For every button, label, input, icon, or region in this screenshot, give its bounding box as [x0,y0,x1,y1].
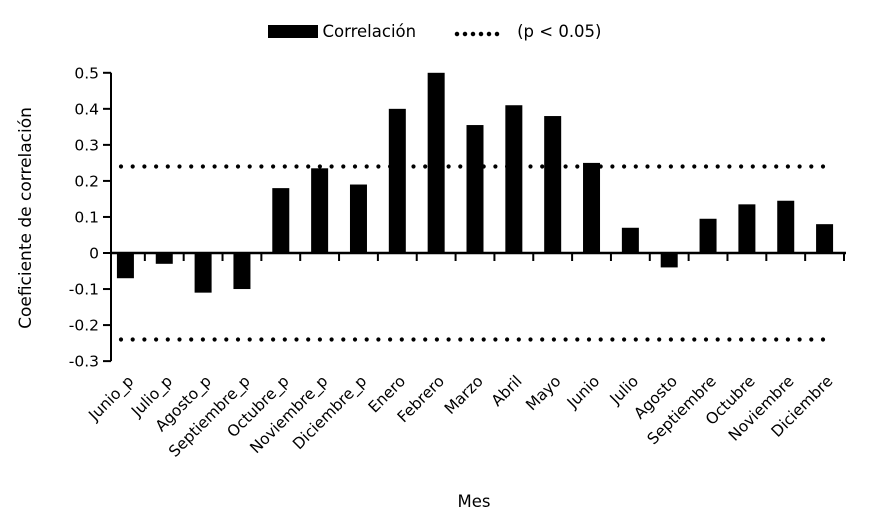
bar-Septiembre_p [233,253,251,290]
bar-Agosto [660,253,678,268]
legend-bar-swatch [267,25,318,38]
x-axis-title: Mes [458,492,491,511]
threshold-lines [118,164,833,342]
bar-Marzo [466,125,484,253]
bar-Diciembre [816,224,834,253]
y-tick-label: 0.2 [74,172,99,190]
y-tick-label: -0.1 [69,281,99,299]
bar-Julio_p [155,253,173,264]
y-axis-title: Coeficiente de correlación [16,107,36,329]
bar-Noviembre [777,200,795,253]
legend-series-label: Correlación [322,22,417,41]
y-tick-label: -0.3 [69,353,99,371]
x-tick-label: Abril [488,372,526,410]
y-tick-label: 0.4 [74,100,99,118]
bar-Octubre_p [272,188,290,253]
axes [103,71,846,363]
y-tick-label: 0.3 [74,136,99,154]
x-tick-label: Junio_p [84,372,137,425]
y-tick-label: 0.1 [74,208,99,226]
legend: Correlación (p < 0.05) [0,22,869,41]
bars [116,72,834,293]
bar-Diciembre_p [349,184,367,253]
bar-Noviembre_p [311,168,329,253]
y-tick-label: 0.5 [74,64,99,82]
x-tick-label: Mayo [522,372,564,414]
y-tick-labels: 0.5 0.4 0.3 0.2 0.1 0 -0.1 -0.2 -0.3 [69,64,99,370]
y-tick-label: 0 [89,245,99,263]
bar-Octubre [738,204,756,253]
bar-Abril [505,105,523,254]
bar-Junio [583,162,601,253]
legend-dotted-line-swatch [454,22,508,41]
x-tick-label: Marzo [441,372,487,418]
bar-Septiembre [699,218,717,253]
x-tick-label: Junio [563,372,603,412]
bar-Agosto_p [194,253,212,293]
x-tick-labels: Junio_pJulio_pAgosto_pSeptiembre_pOctubr… [84,372,836,461]
bar-Enero [388,108,406,253]
bar-Julio [621,227,639,253]
legend-threshold-label: (p < 0.05) [517,22,602,41]
bar-Junio_p [116,253,134,279]
bar-Febrero [427,72,445,253]
bar-Mayo [544,116,562,253]
y-tick-label: -0.2 [69,317,99,335]
